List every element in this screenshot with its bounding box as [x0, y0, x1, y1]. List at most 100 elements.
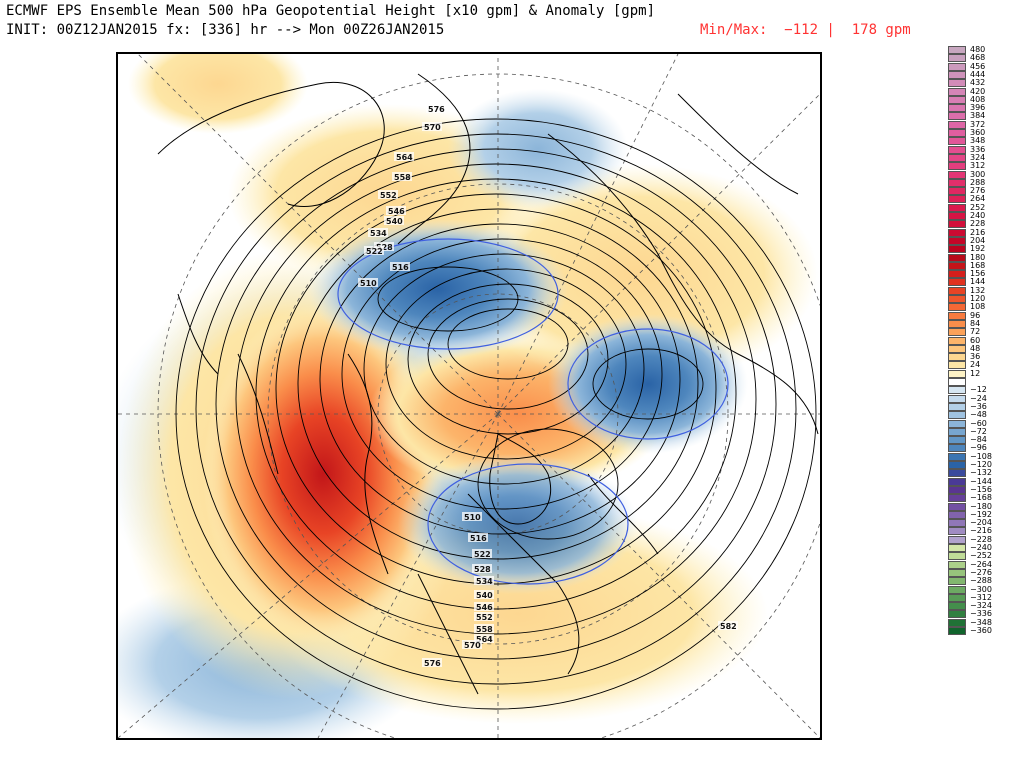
- contour-labels: 5765705645585525465405345285225165105105…: [358, 104, 738, 668]
- colorbar-swatch: [948, 178, 966, 187]
- colorbar-level: 300: [948, 170, 1022, 179]
- contour-label: 534: [476, 577, 493, 586]
- colorbar-swatch: [948, 402, 966, 411]
- colorbar-label: 216: [970, 227, 986, 237]
- colorbar-level: −300: [948, 584, 1022, 594]
- colorbar-swatch: [948, 286, 966, 295]
- colorbar-label: −144: [970, 476, 992, 486]
- colorbar-label: 144: [970, 277, 986, 287]
- colorbar-label: −132: [970, 468, 992, 478]
- contour-label: 540: [476, 591, 493, 600]
- colorbar-label: −72: [970, 426, 987, 436]
- colorbar-swatch: [948, 62, 966, 71]
- colorbar-swatch: [948, 153, 966, 162]
- colorbar-swatch: [948, 452, 966, 461]
- colorbar-swatch: [948, 519, 966, 528]
- colorbar-label: −276: [970, 567, 992, 577]
- colorbar-label: −216: [970, 526, 992, 536]
- colorbar-swatch: [948, 394, 966, 403]
- anomaly-pos-south-atlantic: [128, 54, 308, 134]
- colorbar-swatch: [948, 510, 966, 519]
- colorbar-swatch: [948, 253, 966, 262]
- colorbar-label: 348: [970, 136, 986, 146]
- colorbar-label: 360: [970, 128, 986, 137]
- colorbar-level: −120: [948, 460, 1022, 469]
- colorbar-label: 240: [970, 211, 986, 220]
- colorbar-swatch: [948, 485, 966, 494]
- colorbar-swatch: [948, 378, 966, 386]
- coastlines: [157, 73, 819, 695]
- contour-label: 528: [376, 243, 393, 252]
- colorbar-level: −12: [948, 385, 1022, 395]
- colorbar-swatch: [948, 361, 966, 370]
- colorbar-label: 72: [970, 327, 981, 337]
- colorbar-level: 372: [948, 120, 1022, 129]
- colorbar-label: 432: [970, 78, 986, 88]
- colorbar-swatch: [948, 386, 966, 395]
- colorbar-swatch: [948, 552, 966, 561]
- contour-label: 522: [366, 247, 383, 256]
- colorbar-level: 72: [948, 327, 1022, 337]
- colorbar-label: 228: [970, 219, 986, 229]
- contour-label: 576: [424, 659, 441, 668]
- contour-label-bg: [392, 172, 412, 181]
- colorbar-swatch: [948, 236, 966, 245]
- colorbar-label: −264: [970, 559, 992, 569]
- colorbar-label: −96: [970, 443, 987, 453]
- colorbar-swatch: [948, 228, 966, 237]
- contour-label-bg: [474, 576, 494, 585]
- colorbar-level: 420: [948, 87, 1022, 96]
- contour-label-bg: [378, 190, 398, 199]
- colorbar-level: 120: [948, 294, 1022, 303]
- colorbar-level: 384: [948, 111, 1022, 121]
- chart-title: ECMWF EPS Ensemble Mean 500 hPa Geopoten…: [6, 3, 656, 19]
- colorbar-level: 24: [948, 360, 1022, 370]
- colorbar-label: 156: [970, 269, 986, 279]
- polar-stereographic-map: 576 570 564 558 552 546 540 534 528 522 516 510 510 5…: [116, 52, 822, 740]
- colorbar-label: −300: [970, 584, 992, 594]
- contour-label: 558: [476, 625, 493, 634]
- colorbar-swatch: [948, 70, 966, 79]
- colorbar-level: −216: [948, 526, 1022, 536]
- contour-label: 546: [476, 603, 493, 612]
- anomaly-shading: [118, 54, 818, 738]
- colorbar-swatch: [948, 593, 966, 602]
- colorbar-swatch: [948, 129, 966, 137]
- colorbar-label: −312: [970, 592, 992, 602]
- colorbar-level: −156: [948, 485, 1022, 494]
- colorbar-level: 192: [948, 244, 1022, 254]
- contour-label: 510: [464, 513, 481, 522]
- colorbar-swatch: [948, 344, 966, 353]
- colorbar-swatch: [948, 278, 966, 287]
- colorbar-swatch: [948, 544, 966, 552]
- colorbar-label: 288: [970, 177, 986, 187]
- contour-label: 576: [428, 105, 445, 114]
- colorbar-swatch: [948, 585, 966, 594]
- colorbar-level: −144: [948, 476, 1022, 486]
- colorbar-label: −108: [970, 451, 992, 461]
- colorbar-swatch: [948, 195, 966, 204]
- colorbar-level: 252: [948, 203, 1022, 212]
- colorbar-label: 192: [970, 244, 986, 254]
- contour-label-bg: [364, 246, 384, 255]
- colorbar-level: −204: [948, 518, 1022, 528]
- zero-anomaly-contours: [337, 238, 729, 585]
- colorbar-label: 480: [970, 45, 986, 54]
- colorbar-level: 432: [948, 78, 1022, 88]
- colorbar-label: −336: [970, 609, 992, 619]
- colorbar-swatch: [948, 535, 966, 544]
- contour-label: 528: [474, 565, 491, 574]
- colorbar-swatch: [948, 245, 966, 254]
- colorbar-label: 60: [970, 335, 981, 345]
- colorbar-level: −348: [948, 618, 1022, 627]
- colorbar-swatch: [948, 170, 966, 179]
- contour-label: 522: [474, 550, 491, 559]
- colorbar-swatch: [948, 270, 966, 279]
- colorbar-swatch: [948, 54, 966, 63]
- minmax-label: Min/Max: −112 | 178 gpm: [700, 22, 911, 38]
- contour-label: 570: [424, 123, 441, 132]
- colorbar-level: 168: [948, 261, 1022, 270]
- contour-label-bg: [474, 624, 494, 633]
- colorbar-level: 360: [948, 128, 1022, 137]
- colorbar-level: 444: [948, 70, 1022, 79]
